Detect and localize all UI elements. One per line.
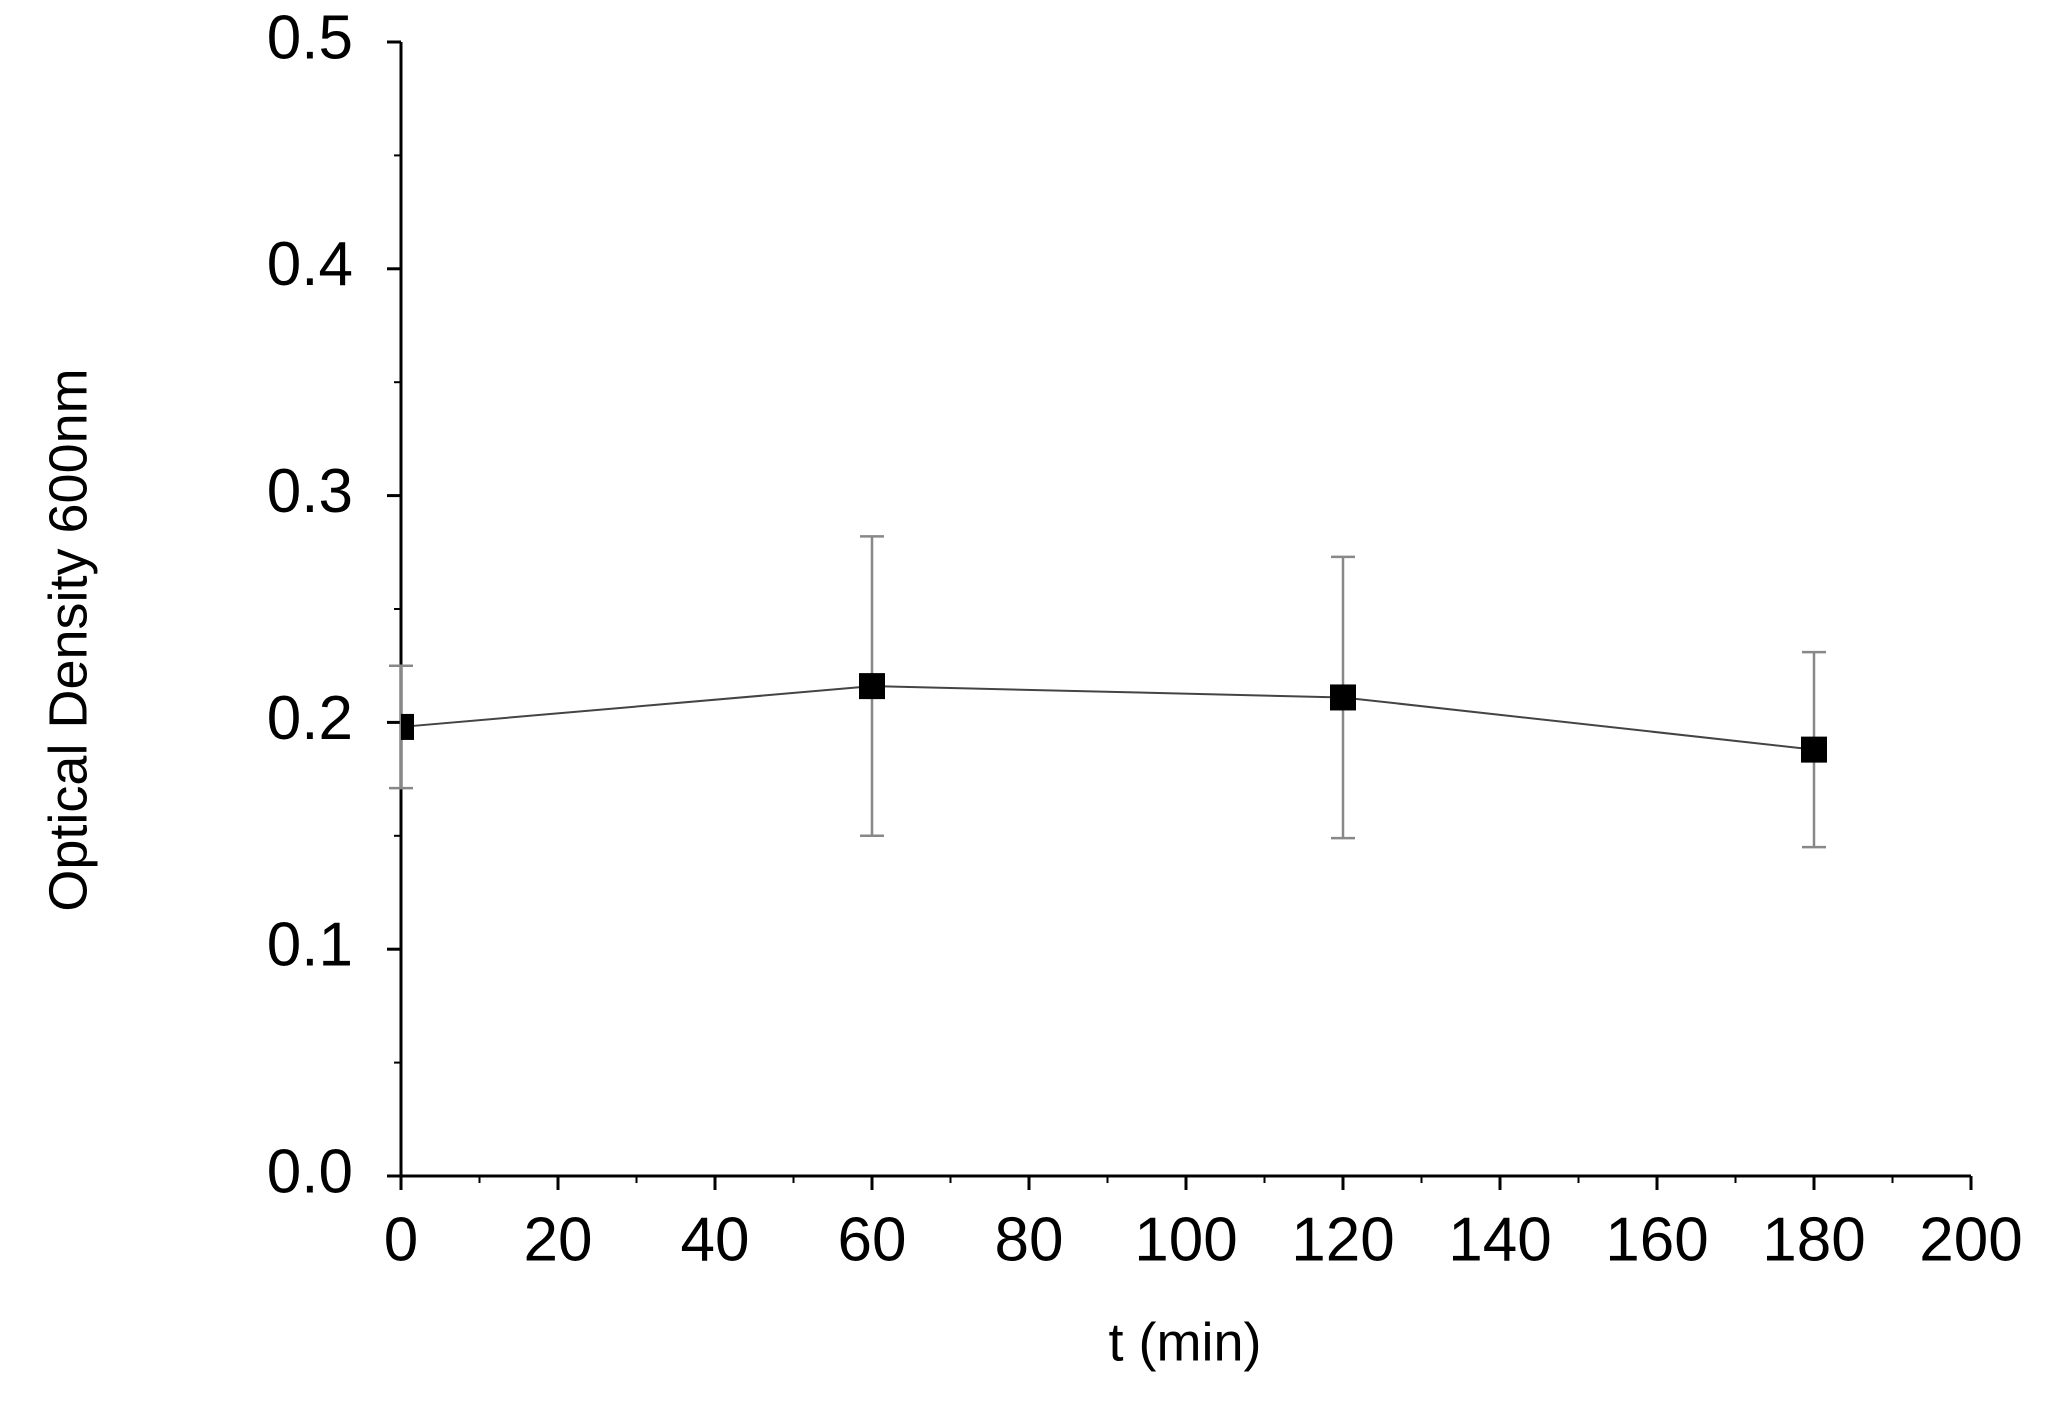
y-tick-label: 0.3 (267, 457, 353, 526)
x-tick-label: 160 (1605, 1205, 1708, 1274)
x-tick-label: 140 (1448, 1205, 1551, 1274)
y-axis-title: Optical Density 600nm (38, 368, 98, 911)
x-tick-label: 0 (384, 1205, 418, 1274)
y-tick-label: 0.5 (267, 3, 353, 72)
x-tick-label: 100 (1134, 1205, 1237, 1274)
marker (1801, 736, 1827, 763)
x-tick-label: 180 (1762, 1205, 1865, 1274)
x-tick-label: 40 (681, 1205, 750, 1274)
x-axis-title: t (min) (1109, 1312, 1262, 1372)
x-tick-label: 60 (838, 1205, 907, 1274)
series-line (400, 685, 1815, 751)
x-tick-label: 200 (1919, 1205, 2022, 1274)
marker (859, 673, 885, 700)
x-tick-label: 120 (1291, 1205, 1394, 1274)
y-tick-label: 0.1 (267, 911, 353, 980)
x-tick-label: 20 (524, 1205, 593, 1274)
marker (1330, 684, 1356, 711)
y-tick-label: 0.0 (267, 1137, 353, 1206)
markers (401, 673, 1827, 763)
y-tick-label: 0.4 (267, 230, 353, 299)
marker (401, 713, 414, 740)
x-tick-label: 80 (995, 1205, 1064, 1274)
y-tick-label: 0.2 (267, 684, 353, 753)
